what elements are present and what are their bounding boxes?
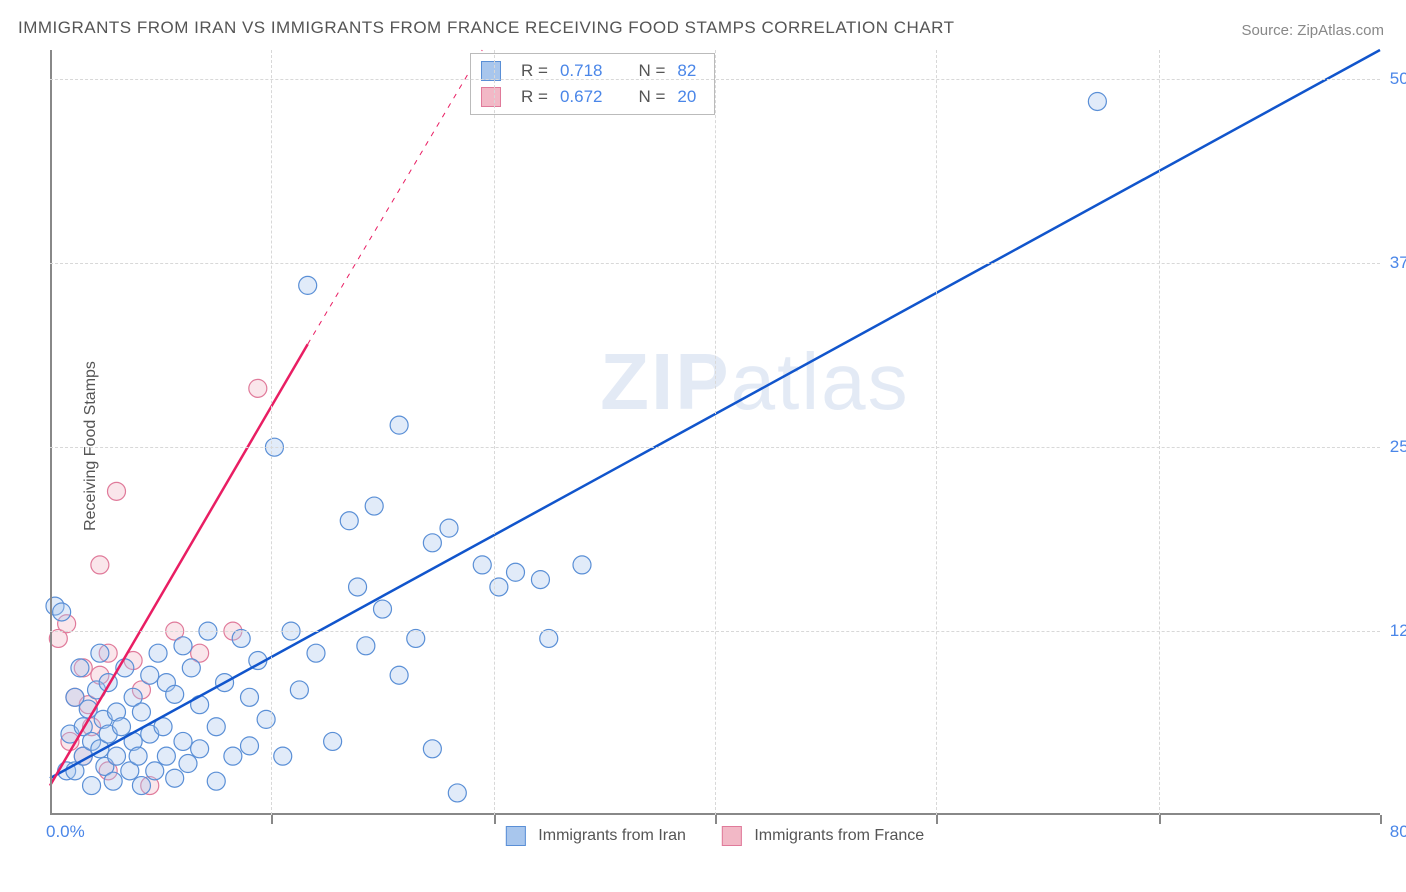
data-point-iran xyxy=(224,747,242,765)
x-tick-mark xyxy=(494,815,496,824)
y-tick-label: 37.5% xyxy=(1390,253,1406,273)
data-point-iran xyxy=(182,659,200,677)
data-point-iran xyxy=(390,666,408,684)
x-tick-mark xyxy=(1159,815,1161,824)
x-tick-mark xyxy=(936,815,938,824)
data-point-iran xyxy=(166,769,184,787)
y-tick-label: 25.0% xyxy=(1390,437,1406,457)
data-point-iran xyxy=(274,747,292,765)
swatch-france-icon xyxy=(481,87,501,107)
data-point-iran xyxy=(374,600,392,618)
data-point-iran xyxy=(232,629,250,647)
x-tick-label-start: 0.0% xyxy=(46,822,85,842)
n-value-france: 20 xyxy=(677,84,696,110)
data-point-iran xyxy=(365,497,383,515)
data-point-iran xyxy=(157,747,175,765)
y-tick-label: 12.5% xyxy=(1390,621,1406,641)
y-tick-label: 50.0% xyxy=(1390,69,1406,89)
data-point-iran xyxy=(390,416,408,434)
data-point-iran xyxy=(53,603,71,621)
data-point-iran xyxy=(349,578,367,596)
x-tick-mark xyxy=(715,815,717,824)
plot-area: ZIPatlas 0.0% 80.0% R = 0.718 N = 82 R =… xyxy=(50,50,1380,840)
data-point-iran xyxy=(146,762,164,780)
n-label: N = xyxy=(638,84,665,110)
chart-title: IMMIGRANTS FROM IRAN VS IMMIGRANTS FROM … xyxy=(18,18,955,38)
data-point-iran xyxy=(132,777,150,795)
gridline-vertical xyxy=(271,50,272,815)
data-point-iran xyxy=(407,629,425,647)
r-value-france: 0.672 xyxy=(560,84,603,110)
data-point-iran xyxy=(191,740,209,758)
data-point-iran xyxy=(324,732,342,750)
x-tick-label-end: 80.0% xyxy=(1390,822,1406,842)
data-point-iran xyxy=(91,644,109,662)
data-point-iran xyxy=(104,772,122,790)
data-point-iran xyxy=(166,685,184,703)
series-legend: Immigrants from Iran Immigrants from Fra… xyxy=(506,826,924,846)
legend-label-iran: Immigrants from Iran xyxy=(538,827,686,844)
data-point-iran xyxy=(71,659,89,677)
legend-item-iran: Immigrants from Iran xyxy=(506,826,686,846)
data-point-iran xyxy=(307,644,325,662)
data-point-iran xyxy=(207,718,225,736)
correlation-legend: R = 0.718 N = 82 R = 0.672 N = 20 xyxy=(470,53,715,115)
legend-label-france: Immigrants from France xyxy=(754,827,924,844)
data-point-iran xyxy=(531,571,549,589)
data-point-iran xyxy=(1088,92,1106,110)
source-attribution: Source: ZipAtlas.com xyxy=(1241,22,1384,39)
gridline-vertical xyxy=(1159,50,1160,815)
x-tick-mark xyxy=(271,815,273,824)
data-point-iran xyxy=(129,747,147,765)
data-point-iran xyxy=(241,737,259,755)
data-point-iran xyxy=(448,784,466,802)
data-point-iran xyxy=(573,556,591,574)
data-point-iran xyxy=(357,637,375,655)
data-point-iran xyxy=(174,637,192,655)
swatch-france-icon xyxy=(722,826,742,846)
data-point-iran xyxy=(141,666,159,684)
data-point-iran xyxy=(340,512,358,530)
data-point-iran xyxy=(132,703,150,721)
data-point-france xyxy=(108,482,126,500)
data-point-iran xyxy=(290,681,308,699)
data-point-iran xyxy=(83,777,101,795)
swatch-iran-icon xyxy=(481,61,501,81)
legend-row-france: R = 0.672 N = 20 xyxy=(481,84,696,110)
data-point-iran xyxy=(423,534,441,552)
data-point-iran xyxy=(112,718,130,736)
y-axis-line xyxy=(50,50,52,815)
trend-line-france-extrapolated xyxy=(308,50,483,344)
data-point-iran xyxy=(490,578,508,596)
data-point-iran xyxy=(440,519,458,537)
data-point-france xyxy=(91,556,109,574)
gridline-vertical xyxy=(936,50,937,815)
data-point-iran xyxy=(540,629,558,647)
data-point-iran xyxy=(473,556,491,574)
data-point-iran xyxy=(179,755,197,773)
data-point-iran xyxy=(108,747,126,765)
data-point-iran xyxy=(507,563,525,581)
data-point-iran xyxy=(257,710,275,728)
legend-item-france: Immigrants from France xyxy=(722,826,924,846)
x-tick-mark xyxy=(1380,815,1382,824)
data-point-iran xyxy=(207,772,225,790)
data-point-iran xyxy=(299,276,317,294)
gridline-vertical xyxy=(715,50,716,815)
data-point-iran xyxy=(149,644,167,662)
gridline-vertical xyxy=(494,50,495,815)
data-point-iran xyxy=(423,740,441,758)
data-point-iran xyxy=(241,688,259,706)
swatch-iran-icon xyxy=(506,826,526,846)
data-point-france xyxy=(249,379,267,397)
r-label: R = xyxy=(521,84,548,110)
data-point-iran xyxy=(174,732,192,750)
